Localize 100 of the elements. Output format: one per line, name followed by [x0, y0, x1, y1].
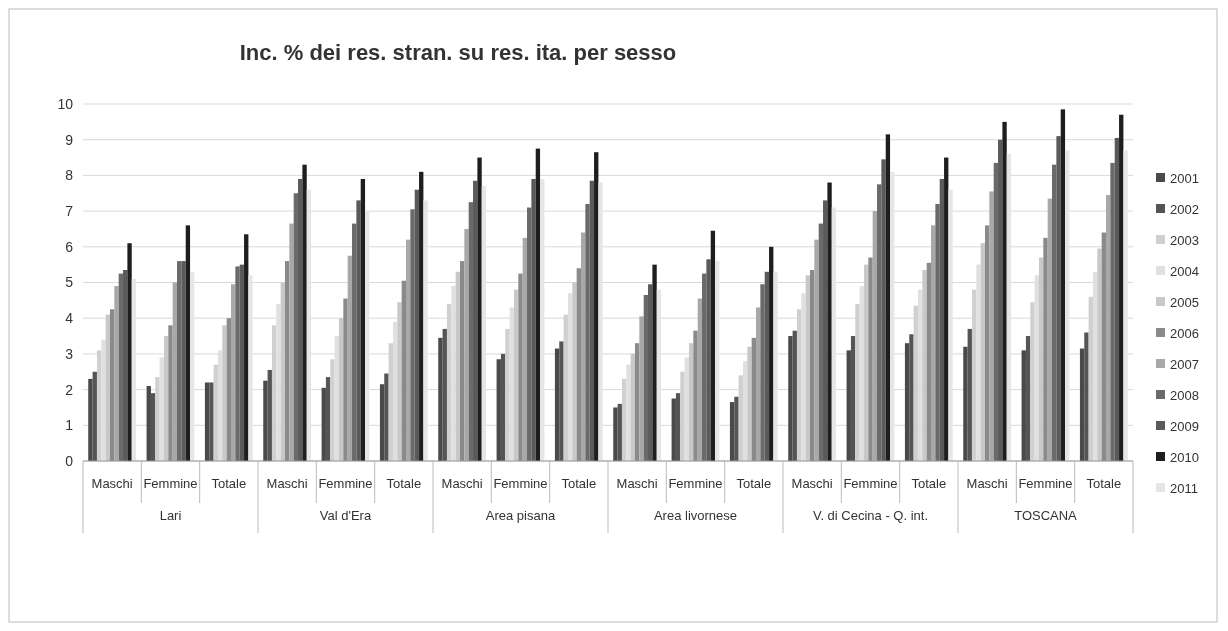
- bar: [702, 273, 707, 461]
- bar: [1110, 162, 1115, 461]
- bar: [127, 243, 132, 461]
- bar: [630, 353, 635, 461]
- bar: [989, 191, 994, 461]
- bar: [818, 223, 824, 461]
- bar: [109, 309, 115, 461]
- bar: [993, 162, 999, 461]
- bar: [859, 286, 864, 461]
- bar: [540, 178, 545, 461]
- bar: [406, 239, 411, 461]
- bar: [643, 295, 649, 461]
- bar: [401, 280, 407, 461]
- bar: [751, 337, 757, 461]
- bar: [792, 330, 797, 461]
- bar: [231, 284, 236, 461]
- bar: [706, 259, 711, 461]
- bar: [239, 264, 245, 461]
- bar: [248, 275, 253, 461]
- y-tick-label: 1: [65, 417, 74, 434]
- bar: [710, 230, 716, 461]
- bar: [293, 193, 299, 461]
- bar: [481, 186, 487, 461]
- bar: [101, 339, 106, 461]
- bar: [473, 180, 478, 461]
- bar: [414, 189, 420, 461]
- bar: [477, 157, 482, 461]
- bar: [652, 264, 657, 461]
- bar: [306, 189, 312, 461]
- bar: [360, 178, 366, 461]
- bar: [168, 325, 173, 461]
- bar: [572, 282, 577, 461]
- bar: [760, 284, 765, 461]
- bar: [1119, 114, 1124, 461]
- bar: [697, 298, 703, 461]
- bar: [1065, 150, 1070, 461]
- bar: [451, 286, 456, 461]
- bar: [917, 289, 923, 461]
- y-tick-label: 3: [65, 345, 74, 362]
- bar: [464, 228, 469, 461]
- bar: [1123, 150, 1128, 461]
- bar: [885, 134, 891, 461]
- bar: [267, 369, 272, 461]
- bar: [384, 373, 389, 461]
- bar: [809, 270, 815, 461]
- bar: [1114, 137, 1120, 461]
- legend-label: 2009: [1170, 418, 1199, 434]
- bar: [213, 364, 218, 461]
- bar: [598, 182, 603, 461]
- bar: [656, 289, 662, 461]
- bar: [877, 184, 882, 461]
- x-tick-label: Femmine: [843, 476, 898, 491]
- bar: [567, 293, 573, 461]
- bar: [980, 243, 985, 461]
- x-tick-label: Totale: [911, 476, 947, 491]
- bar: [330, 359, 335, 461]
- bar: [1043, 237, 1048, 461]
- y-tick-label: 6: [65, 238, 74, 255]
- bar: [872, 211, 878, 461]
- y-tick-label: 5: [65, 274, 74, 291]
- bar: [190, 271, 195, 461]
- bar: [868, 257, 873, 461]
- bar: [131, 278, 137, 461]
- bar: [522, 237, 528, 461]
- bar: [1101, 232, 1107, 461]
- bar: [527, 207, 532, 461]
- text: TOSCANA: [1014, 508, 1078, 523]
- text: Area livornese: [653, 508, 738, 523]
- bar: [559, 341, 564, 461]
- bar: [967, 328, 972, 461]
- bar: [626, 364, 631, 461]
- bar: [589, 180, 595, 461]
- bar: [1097, 248, 1102, 461]
- y-tick-label: 2: [65, 381, 74, 398]
- bar: [419, 171, 424, 461]
- legend-label: 2003: [1170, 232, 1199, 248]
- bar: [114, 286, 119, 461]
- bar: [1038, 257, 1044, 461]
- bar: [909, 334, 914, 461]
- bar: [365, 211, 370, 461]
- bar: [500, 353, 506, 461]
- x-tick-label: Totale: [1086, 476, 1122, 491]
- bar: [742, 361, 748, 461]
- bar: [347, 255, 353, 461]
- legend-label: 2011: [1170, 480, 1198, 496]
- bar: [648, 284, 653, 461]
- bar: [613, 407, 618, 461]
- bar: [518, 273, 523, 461]
- x-tick-label: Femmine: [143, 476, 198, 491]
- bar: [823, 200, 828, 461]
- bar: [764, 271, 770, 461]
- bar: [338, 318, 344, 461]
- bar: [576, 268, 582, 461]
- bar: [172, 282, 178, 461]
- bar: [1084, 332, 1089, 461]
- x-tick-label: Totale: [386, 476, 422, 491]
- bar: [939, 178, 945, 461]
- bar: [863, 264, 869, 461]
- x-tick-label: Femmine: [668, 476, 723, 491]
- bar: [442, 328, 447, 461]
